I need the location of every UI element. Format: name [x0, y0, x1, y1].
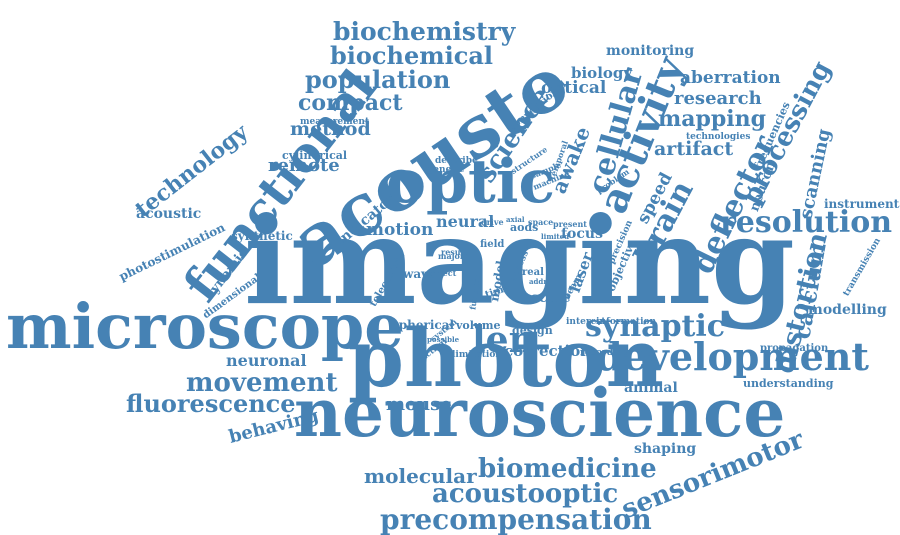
word-propagation: propagation — [760, 343, 829, 354]
word-instrumentation: instrumentation — [824, 197, 900, 211]
word-space: space — [528, 217, 554, 227]
word-possible: possible — [427, 335, 460, 344]
word-development: development — [596, 334, 869, 379]
word-photon: photon — [348, 311, 664, 405]
word-resolution: resolution — [720, 205, 893, 240]
word-scale: scale — [531, 290, 571, 306]
word-len: len — [472, 319, 535, 361]
word-biomedicine: biomedicine — [478, 454, 657, 484]
word-synthetic: synthetic — [231, 229, 293, 243]
word-aods: aods — [510, 221, 539, 234]
word-method: method — [290, 118, 371, 140]
word-focus: focus — [561, 226, 603, 242]
word-major: major — [438, 251, 465, 261]
word-mouse: mouse — [386, 394, 452, 415]
word-animal: animal — [624, 380, 678, 396]
word-acoustic: acoustic — [136, 206, 202, 222]
word-design: design — [512, 324, 553, 337]
word-precompensation: precompensation — [380, 503, 652, 535]
word-biochemistry: biochemistry — [333, 17, 516, 46]
word-microscope: microscope — [6, 290, 404, 363]
word-addr: addr — [529, 277, 548, 286]
word-optic: optic — [386, 147, 556, 217]
word-monitoring: monitoring — [606, 43, 695, 59]
word-limited: limited — [541, 232, 569, 241]
word-compact: compact — [298, 90, 403, 116]
word-biology: biology — [571, 64, 633, 82]
word-describe: describe — [435, 156, 478, 166]
word-neuronal: neuronal — [226, 351, 307, 370]
word-acoustooptic: acoustooptic — [432, 479, 619, 509]
word-artifact: artifact — [654, 138, 734, 160]
word-neuroscience: neuroscience — [294, 374, 786, 452]
word-correct: correct — [424, 268, 457, 278]
word-volume: volume — [456, 319, 501, 332]
word-synaptic: synaptic — [585, 309, 726, 344]
word-result: result — [441, 247, 468, 257]
word-recording: recording — [580, 348, 630, 358]
word-population: population — [305, 65, 451, 94]
word-information: information — [596, 317, 657, 327]
word-present: present — [553, 219, 588, 229]
word-molecular: molecular — [364, 464, 477, 488]
word-motion: motion — [366, 220, 434, 240]
word-field: field — [480, 239, 505, 250]
word-fluorescence: fluorescence — [126, 389, 296, 418]
word-research: research — [674, 88, 762, 109]
word-shaping: shaping — [634, 441, 697, 457]
word-movement: movement — [186, 368, 338, 398]
word-limitation: limitation — [452, 350, 502, 360]
word-remote: remote — [268, 155, 340, 176]
word-transmission: transmission — [841, 236, 883, 299]
word-biochemical: biochemical — [330, 41, 494, 70]
word-genetic: genetic — [427, 165, 465, 175]
word-optical: optical — [541, 78, 607, 98]
word-wave: wave — [403, 267, 436, 281]
word-mapping: mapping — [658, 106, 767, 132]
word-axial: axial — [506, 215, 525, 224]
word-neural: neural — [436, 212, 495, 231]
word-measurement: measurement — [300, 117, 370, 127]
word-correction: correction — [504, 342, 592, 360]
word-modelling: modelling — [808, 302, 887, 318]
word-aberration: aberration — [680, 68, 781, 88]
word-interest: interest — [566, 317, 606, 327]
word-cylindrical: cylindrical — [282, 149, 348, 162]
word-understanding: understanding — [743, 377, 834, 390]
word-drive: drive — [481, 217, 504, 227]
word-imaging: imaging — [244, 191, 795, 332]
word-technologies: technologies — [686, 132, 751, 142]
word-spherical: spherical — [392, 318, 455, 332]
word-real: real — [522, 267, 544, 278]
